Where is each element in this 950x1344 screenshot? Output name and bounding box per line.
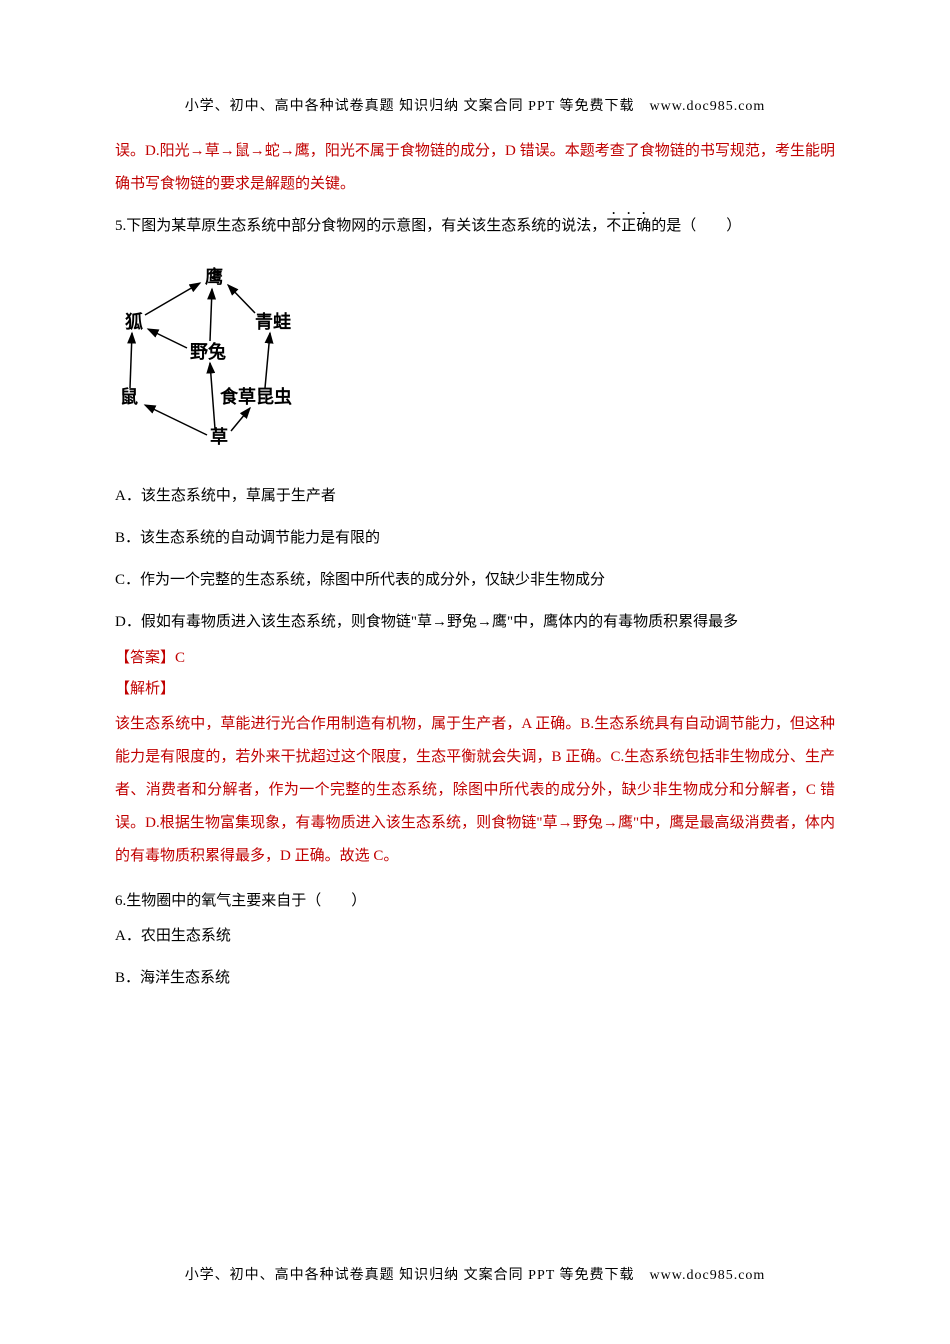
q5-stem-prefix: 5.下图为某草原生态系统中部分食物网的示意图，有关该生态系统的说法， xyxy=(115,218,606,234)
answer-label-text: 【答案】 xyxy=(115,650,175,666)
node-grass: 草 xyxy=(210,426,228,447)
q5-option-c: C．作为一个完整的生态系统，除图中所代表的成分外，仅缺少非生物成分 xyxy=(115,562,835,598)
q6-option-b: B．海洋生态系统 xyxy=(115,960,835,996)
answer-value: C xyxy=(175,650,185,666)
q5-option-a: A．该生态系统中，草属于生产者 xyxy=(115,478,835,514)
q5-option-b: B．该生态系统的自动调节能力是有限的 xyxy=(115,520,835,556)
page-footer: 小学、初中、高中各种试卷真题 知识归纳 文案合同 PPT 等免费下载 www.d… xyxy=(0,1264,950,1284)
q5-analysis-text: 该生态系统中，草能进行光合作用制造有机物，属于生产者，A 正确。B.生态系统具有… xyxy=(115,708,835,873)
previous-answer-continuation: 误。D.阳光→草→鼠→蛇→鹰，阳光不属于食物链的成分，D 错误。本题考查了食物链… xyxy=(115,135,835,201)
node-insect: 食草昆虫 xyxy=(219,386,292,407)
q5-stem-suffix: 的是（ ） xyxy=(651,218,741,234)
q5-option-d: D．假如有毒物质进入该生态系统，则食物链"草→野兔→鹰"中，鹰体内的有毒物质积累… xyxy=(115,604,835,640)
q5-answer: 【答案】C xyxy=(115,646,835,667)
node-rabbit: 野兔 xyxy=(190,341,226,362)
node-frog: 青蛙 xyxy=(255,312,291,332)
q5-stem-emphasis: 不正确 xyxy=(606,218,651,234)
question-5-stem: 5.下图为某草原生态系统中部分食物网的示意图，有关该生态系统的说法，不正确的是（… xyxy=(115,209,835,243)
q6-option-a: A．农田生态系统 xyxy=(115,918,835,954)
page-header: 小学、初中、高中各种试卷真题 知识归纳 文案合同 PPT 等免费下载 www.d… xyxy=(115,95,835,115)
food-web-diagram: 鹰 狐 青蛙 野兔 鼠 食草昆虫 草 xyxy=(115,263,315,453)
question-6-stem: 6.生物圈中的氧气主要来自于（ ） xyxy=(115,885,835,918)
q5-analysis-label: 【解析】 xyxy=(115,677,835,698)
node-fox: 狐 xyxy=(125,311,143,332)
node-hawk: 鹰 xyxy=(205,266,223,287)
node-mouse: 鼠 xyxy=(120,386,138,407)
